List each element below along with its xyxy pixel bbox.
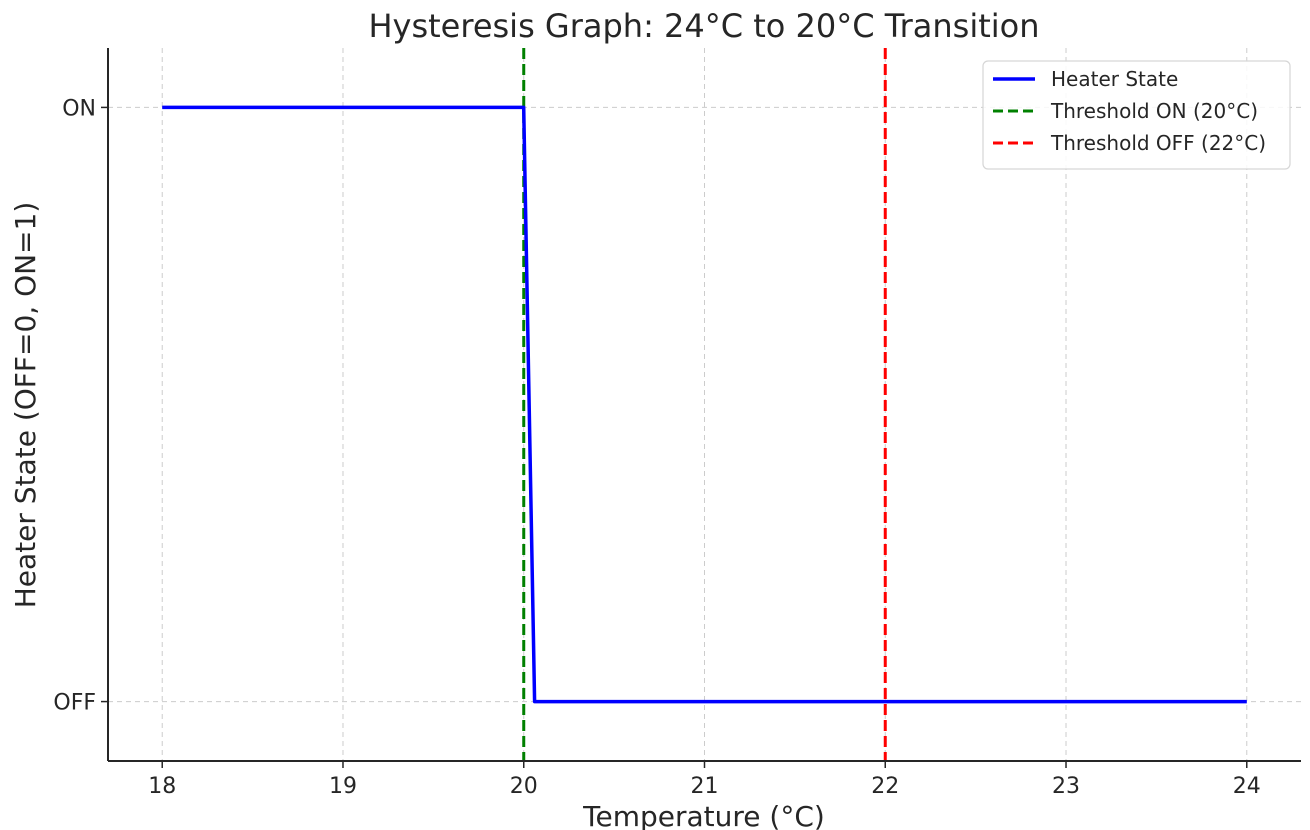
series-line	[162, 105, 1247, 704]
x-axis-label: Temperature (°C)	[582, 800, 825, 830]
legend-frame	[982, 60, 1291, 170]
y-axis-ticks: OFF ON	[53, 96, 108, 716]
y-tick-label: OFF	[53, 691, 96, 716]
x-axis-ticks: 18 19 20 21 22 23 24	[148, 761, 1261, 799]
y-tick-label: ON	[62, 96, 96, 121]
x-tick-label: 19	[329, 774, 357, 799]
x-tick-label: 24	[1233, 774, 1261, 799]
y-axis-label: Heater State (OFF=0, ON=1)	[9, 202, 42, 609]
x-tick-label: 23	[1052, 774, 1080, 799]
x-tick-label: 20	[510, 774, 538, 799]
chart-title: Hysteresis Graph: 24°C to 20°C Transitio…	[368, 7, 1039, 45]
legend-label: Threshold OFF (22°C)	[1050, 131, 1266, 155]
series-layer	[162, 105, 1247, 704]
x-tick-label: 22	[871, 774, 899, 799]
x-tick-label: 21	[691, 774, 719, 799]
legend-label: Threshold ON (20°C)	[1050, 99, 1258, 123]
legend: Heater State Threshold ON (20°C) Threshold…	[982, 60, 1291, 170]
x-tick-label: 18	[148, 774, 176, 799]
legend-label: Heater State	[1051, 67, 1178, 91]
